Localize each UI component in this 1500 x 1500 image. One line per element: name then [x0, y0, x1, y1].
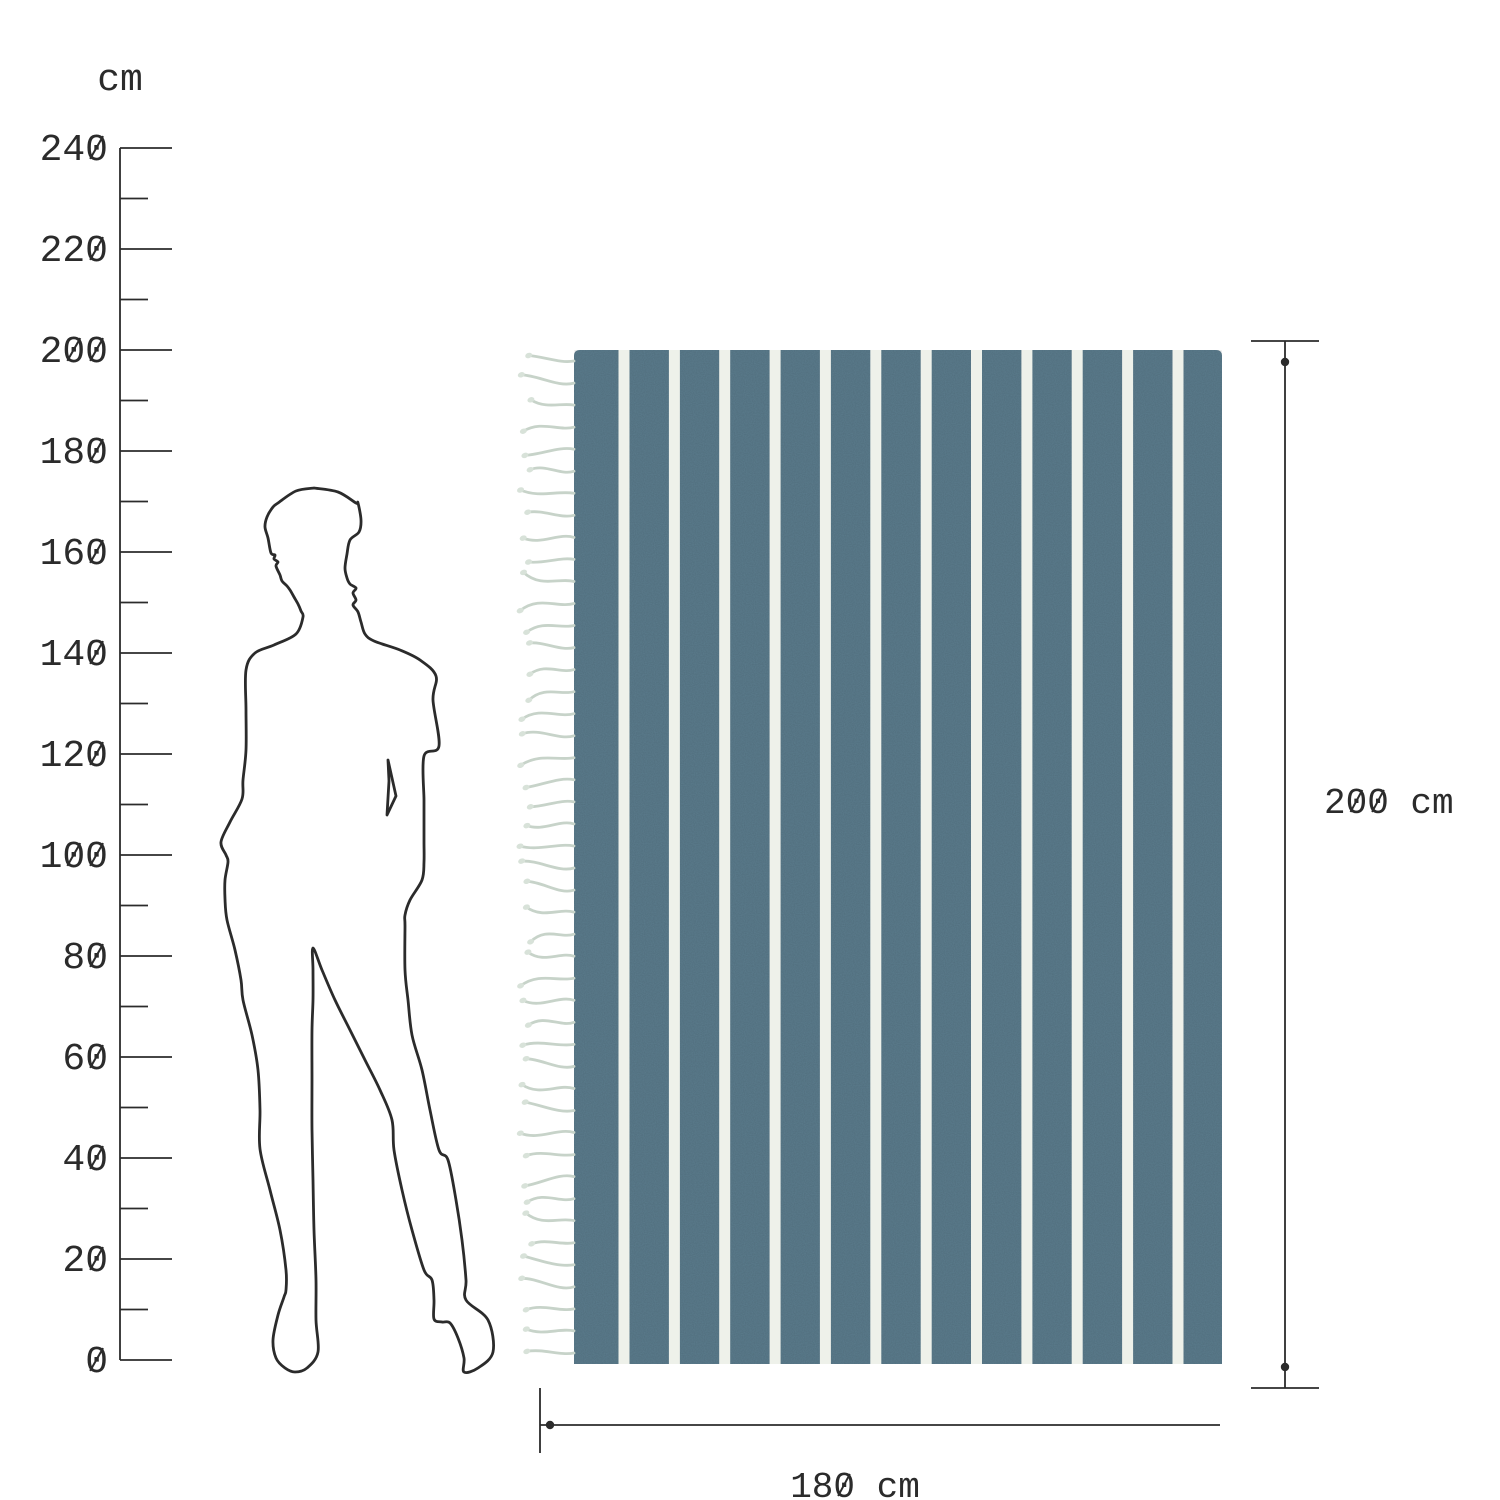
svg-text:180 cm: 180 cm — [790, 1467, 920, 1500]
svg-text:200 cm: 200 cm — [1324, 783, 1454, 824]
